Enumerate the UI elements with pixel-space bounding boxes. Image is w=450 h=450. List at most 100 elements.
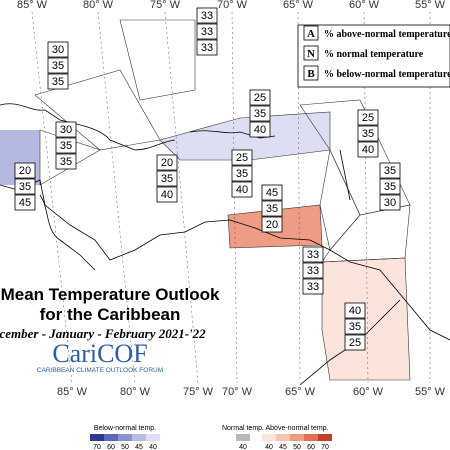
scale-tick: 45 <box>279 444 287 450</box>
cell-box <box>379 162 401 179</box>
cell-box <box>196 23 218 40</box>
scale-swatch <box>132 434 146 441</box>
probability-value: 35 <box>254 108 266 120</box>
scale-label: Normal temp. <box>222 425 264 432</box>
probability-value: 33 <box>307 249 319 261</box>
cell-box <box>379 194 401 211</box>
probability-box: 25 35 40 <box>249 89 271 138</box>
cell-box <box>231 149 253 166</box>
scale-swatch <box>236 434 250 441</box>
longitude-label: 65° W <box>285 386 316 398</box>
probability-box: 30 35 35 <box>47 41 69 90</box>
cell-box <box>344 318 366 335</box>
longitude-label: 70° W <box>217 0 248 11</box>
cell-box <box>357 109 379 126</box>
probability-value: 35 <box>266 203 278 215</box>
scale-tick: 50 <box>121 444 129 450</box>
logo-subtitle: CARIBBEAN CLIMATE OUTLOOK FORUM <box>37 367 163 374</box>
cell-box <box>231 181 253 198</box>
probability-value: 20 <box>19 165 31 177</box>
probability-value: 40 <box>236 184 248 196</box>
legend-key-box <box>303 65 319 81</box>
scale-swatch <box>276 434 290 441</box>
probability-value: 33 <box>307 281 319 293</box>
longitude-label: 85° W <box>57 386 88 398</box>
longitude-label: 85° W <box>17 0 48 11</box>
cell-box <box>156 154 178 171</box>
probability-value: 33 <box>307 265 319 277</box>
probability-value: 35 <box>384 181 396 193</box>
probability-value: 25 <box>362 112 374 124</box>
probability-value: 33 <box>201 42 213 54</box>
scale-swatch <box>318 434 332 441</box>
probability-value: 25 <box>236 152 248 164</box>
cell-box <box>47 73 69 90</box>
probability-value: 40 <box>362 144 374 156</box>
cell-box <box>357 125 379 142</box>
probability-box: 35 35 30 <box>379 162 401 211</box>
scale-swatch <box>104 434 118 441</box>
probability-box: 20 35 45 <box>14 162 36 211</box>
scale-swatch <box>304 434 318 441</box>
probability-value: 25 <box>349 337 361 349</box>
probability-value: 30 <box>384 197 396 209</box>
longitude-label: 60° W <box>353 386 384 398</box>
probability-value: 35 <box>161 173 173 185</box>
scale-swatch <box>290 434 304 441</box>
cell-box <box>55 137 77 154</box>
scale-label: Above-normal temp. <box>265 425 328 432</box>
region-fill <box>321 257 411 381</box>
cell-box <box>156 186 178 203</box>
probability-value: 33 <box>201 26 213 38</box>
longitude-label: 80° W <box>120 386 151 398</box>
scale-swatch <box>118 434 132 441</box>
cell-box <box>55 153 77 170</box>
cell-box <box>302 246 324 263</box>
probability-value: 45 <box>19 197 31 209</box>
cell-box <box>379 178 401 195</box>
scale-tick: 40 <box>149 444 157 450</box>
probability-value: 25 <box>254 92 266 104</box>
cell-box <box>249 121 271 138</box>
longitude-label: 55° W <box>415 0 446 11</box>
probability-box: 40 35 25 <box>344 302 366 351</box>
legend-text: % above-normal temperature <box>324 29 450 40</box>
cell-box <box>196 7 218 24</box>
probability-value: 35 <box>19 181 31 193</box>
cell-box <box>261 200 283 217</box>
probability-value: 30 <box>60 124 72 136</box>
scale-tick: 60 <box>107 444 115 450</box>
probability-value: 45 <box>266 187 278 199</box>
probability-value: 40 <box>349 305 361 317</box>
scale-swatch <box>146 434 160 441</box>
scale-tick: 70 <box>321 444 329 450</box>
cell-box <box>156 170 178 187</box>
probability-value: 35 <box>52 76 64 88</box>
cell-box <box>47 41 69 58</box>
cell-box <box>196 39 218 56</box>
longitude-label: 55° W <box>415 386 446 398</box>
probability-value: 35 <box>349 321 361 333</box>
cell-box <box>249 89 271 106</box>
meridian <box>97 11 136 384</box>
probability-value: 40 <box>161 189 173 201</box>
title: Mean Temperature Outlook <box>1 285 220 304</box>
longitude-label: 75° W <box>183 386 214 398</box>
legend-text: % normal temperature <box>324 49 424 60</box>
longitude-label: 65° W <box>283 0 314 11</box>
probability-value: 20 <box>266 219 278 231</box>
probability-box: 33 33 33 <box>196 7 218 56</box>
logo: CariCOF <box>52 339 147 368</box>
legend-key-box <box>303 25 319 41</box>
probability-value: 35 <box>60 156 72 168</box>
scale-tick: 40 <box>265 444 273 450</box>
legend-key-box <box>303 45 319 61</box>
cell-box <box>231 165 253 182</box>
probability-value: 40 <box>254 124 266 136</box>
cell-box <box>14 178 36 195</box>
scale-tick: 50 <box>293 444 301 450</box>
probability-box: 25 35 40 <box>357 109 379 158</box>
subtitle: December - January - February 2021-'22 <box>0 326 206 341</box>
legend-box <box>297 24 450 88</box>
title: for the Caribbean <box>40 305 181 324</box>
